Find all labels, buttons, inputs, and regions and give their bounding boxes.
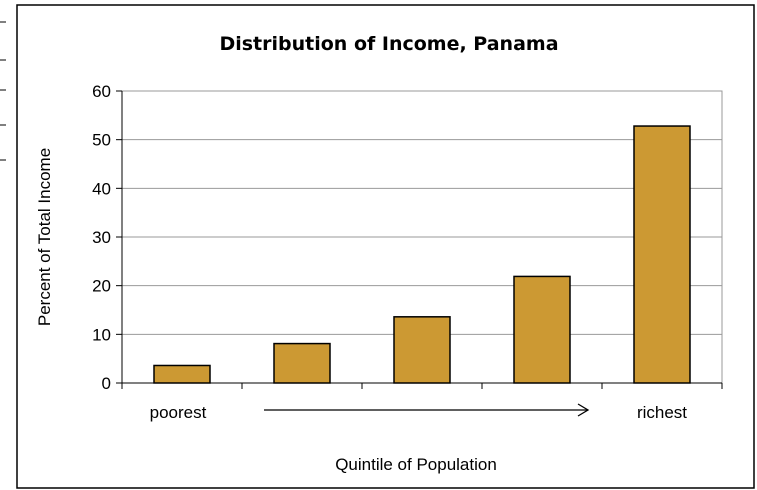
y-tick-label-4: 40 — [92, 179, 111, 198]
y-tick-label-0: 0 — [102, 374, 111, 393]
y-tick-label-5: 50 — [92, 131, 111, 150]
bar-5 — [633, 125, 691, 384]
left-edge-marks — [0, 21, 6, 161]
chart-title: Distribution of Income, Panama — [219, 33, 558, 55]
y-tick-label-3: 30 — [92, 228, 111, 247]
x-axis-label: Quintile of Population — [335, 455, 497, 474]
direction-arrow — [264, 403, 590, 417]
y-tick-label-2: 20 — [92, 277, 111, 296]
bar-4 — [513, 275, 571, 384]
bar-3 — [393, 316, 451, 384]
bar-2 — [273, 342, 331, 384]
x-axis — [121, 91, 723, 389]
y-tick-labels: 0 10 20 30 40 50 60 — [92, 82, 122, 393]
y-axis-label: Percent of Total Income — [35, 148, 54, 326]
poorest-label: poorest — [150, 403, 207, 422]
y-tick-label-1: 10 — [92, 325, 111, 344]
gridlines — [122, 139, 722, 335]
y-tick-label-6: 60 — [92, 82, 111, 101]
richest-label: richest — [637, 403, 687, 422]
bar-1 — [153, 364, 211, 384]
